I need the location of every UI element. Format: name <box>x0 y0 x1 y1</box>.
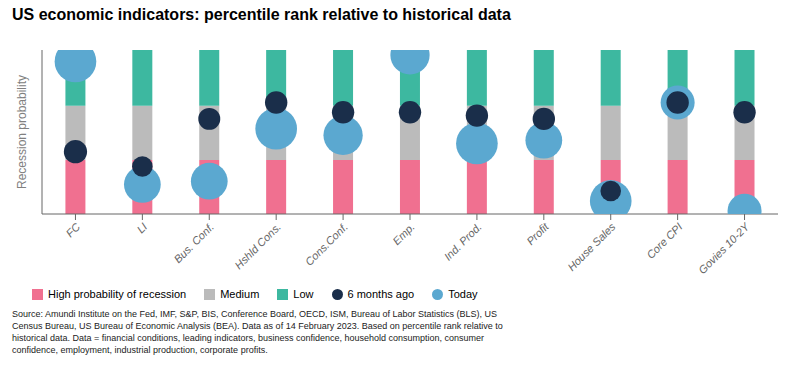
svg-text:Core CPI: Core CPI <box>644 220 684 260</box>
html-text:High probability of recession: High probability of recession <box>48 288 187 300</box>
svg-text:FC: FC <box>64 220 83 239</box>
html-text:Today: Today <box>448 288 478 300</box>
html-text:Source: Amundi Institute on th: Source: Amundi Institute on the Fed, IMF… <box>12 309 503 355</box>
svg-text:Govies 10-2Y: Govies 10-2Y <box>696 220 752 276</box>
svg-text:Cons.Conf.: Cons.Conf. <box>303 220 350 267</box>
svg-text:LI: LI <box>134 220 149 235</box>
svg-text:Hshld Cons.: Hshld Cons. <box>232 220 283 271</box>
svg-text:Profit: Profit <box>524 220 551 247</box>
html-text:Medium: Medium <box>220 288 260 300</box>
html-text:6 months ago: 6 months ago <box>347 288 415 300</box>
svg-text:Bus. Conf.: Bus. Conf. <box>171 220 216 265</box>
html-text:US economic indicators: percen: US economic indicators: percentile rank … <box>12 6 511 23</box>
svg-text:Recession probability: Recession probability <box>15 75 29 189</box>
svg-text:House Sales: House Sales <box>565 220 618 273</box>
svg-text:Ind. Prod.: Ind. Prod. <box>442 220 484 262</box>
html-text:Low: Low <box>293 288 314 300</box>
svg-text:Emp.: Emp. <box>390 220 417 247</box>
